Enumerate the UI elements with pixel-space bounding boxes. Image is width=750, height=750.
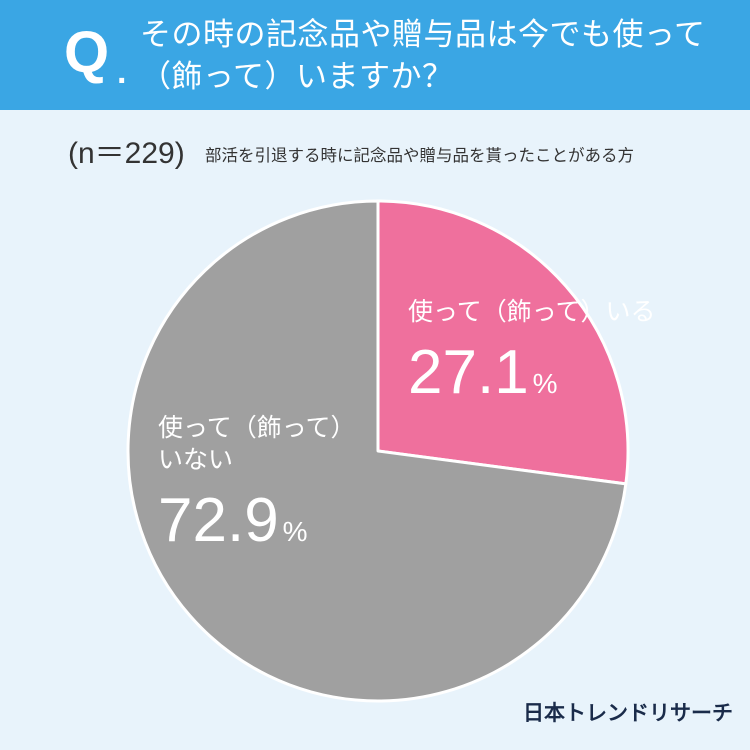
question-text: その時の記念品や贈与品は今でも使って （飾って）いますか？ xyxy=(140,14,730,98)
question-header: Q . その時の記念品や贈与品は今でも使って （飾って）いますか？ xyxy=(0,0,750,110)
question-mark-letter: Q xyxy=(64,20,110,85)
pie-slice-0 xyxy=(376,199,630,486)
sample-size: (n＝229) xyxy=(68,137,185,170)
brand-logo: 日本トレンドリサーチ xyxy=(523,701,733,725)
question-line-2: （飾って）いますか？ xyxy=(140,59,454,95)
question-mark-dot: . xyxy=(117,53,127,91)
slice-label-not-using-unit: % xyxy=(282,516,308,547)
slice-label-using-value-row: 27.1% xyxy=(408,342,656,404)
question-line-1: その時の記念品や贈与品は今でも使って xyxy=(140,17,706,53)
slice-label-using-text: 使って（飾って）いる xyxy=(408,297,656,326)
slice-label-not-using-text-1: 使って（飾って） xyxy=(158,413,356,442)
slice-label-using-unit: % xyxy=(532,368,558,399)
slice-label-not-using: 使って（飾って） いない 72.9% xyxy=(158,412,356,552)
slice-label-not-using-value: 72.9 xyxy=(158,486,279,555)
slice-label-not-using-value-row: 72.9% xyxy=(158,490,356,552)
slice-label-using: 使って（飾って）いる 27.1% xyxy=(408,296,656,404)
sample-description: 部活を引退する時に記念品や贈与品を貰ったことがある方 xyxy=(205,146,634,165)
slice-label-not-using-text-2: いない xyxy=(158,445,234,474)
pie-slice-1 xyxy=(126,199,628,703)
slice-label-using-value: 27.1 xyxy=(408,338,529,407)
